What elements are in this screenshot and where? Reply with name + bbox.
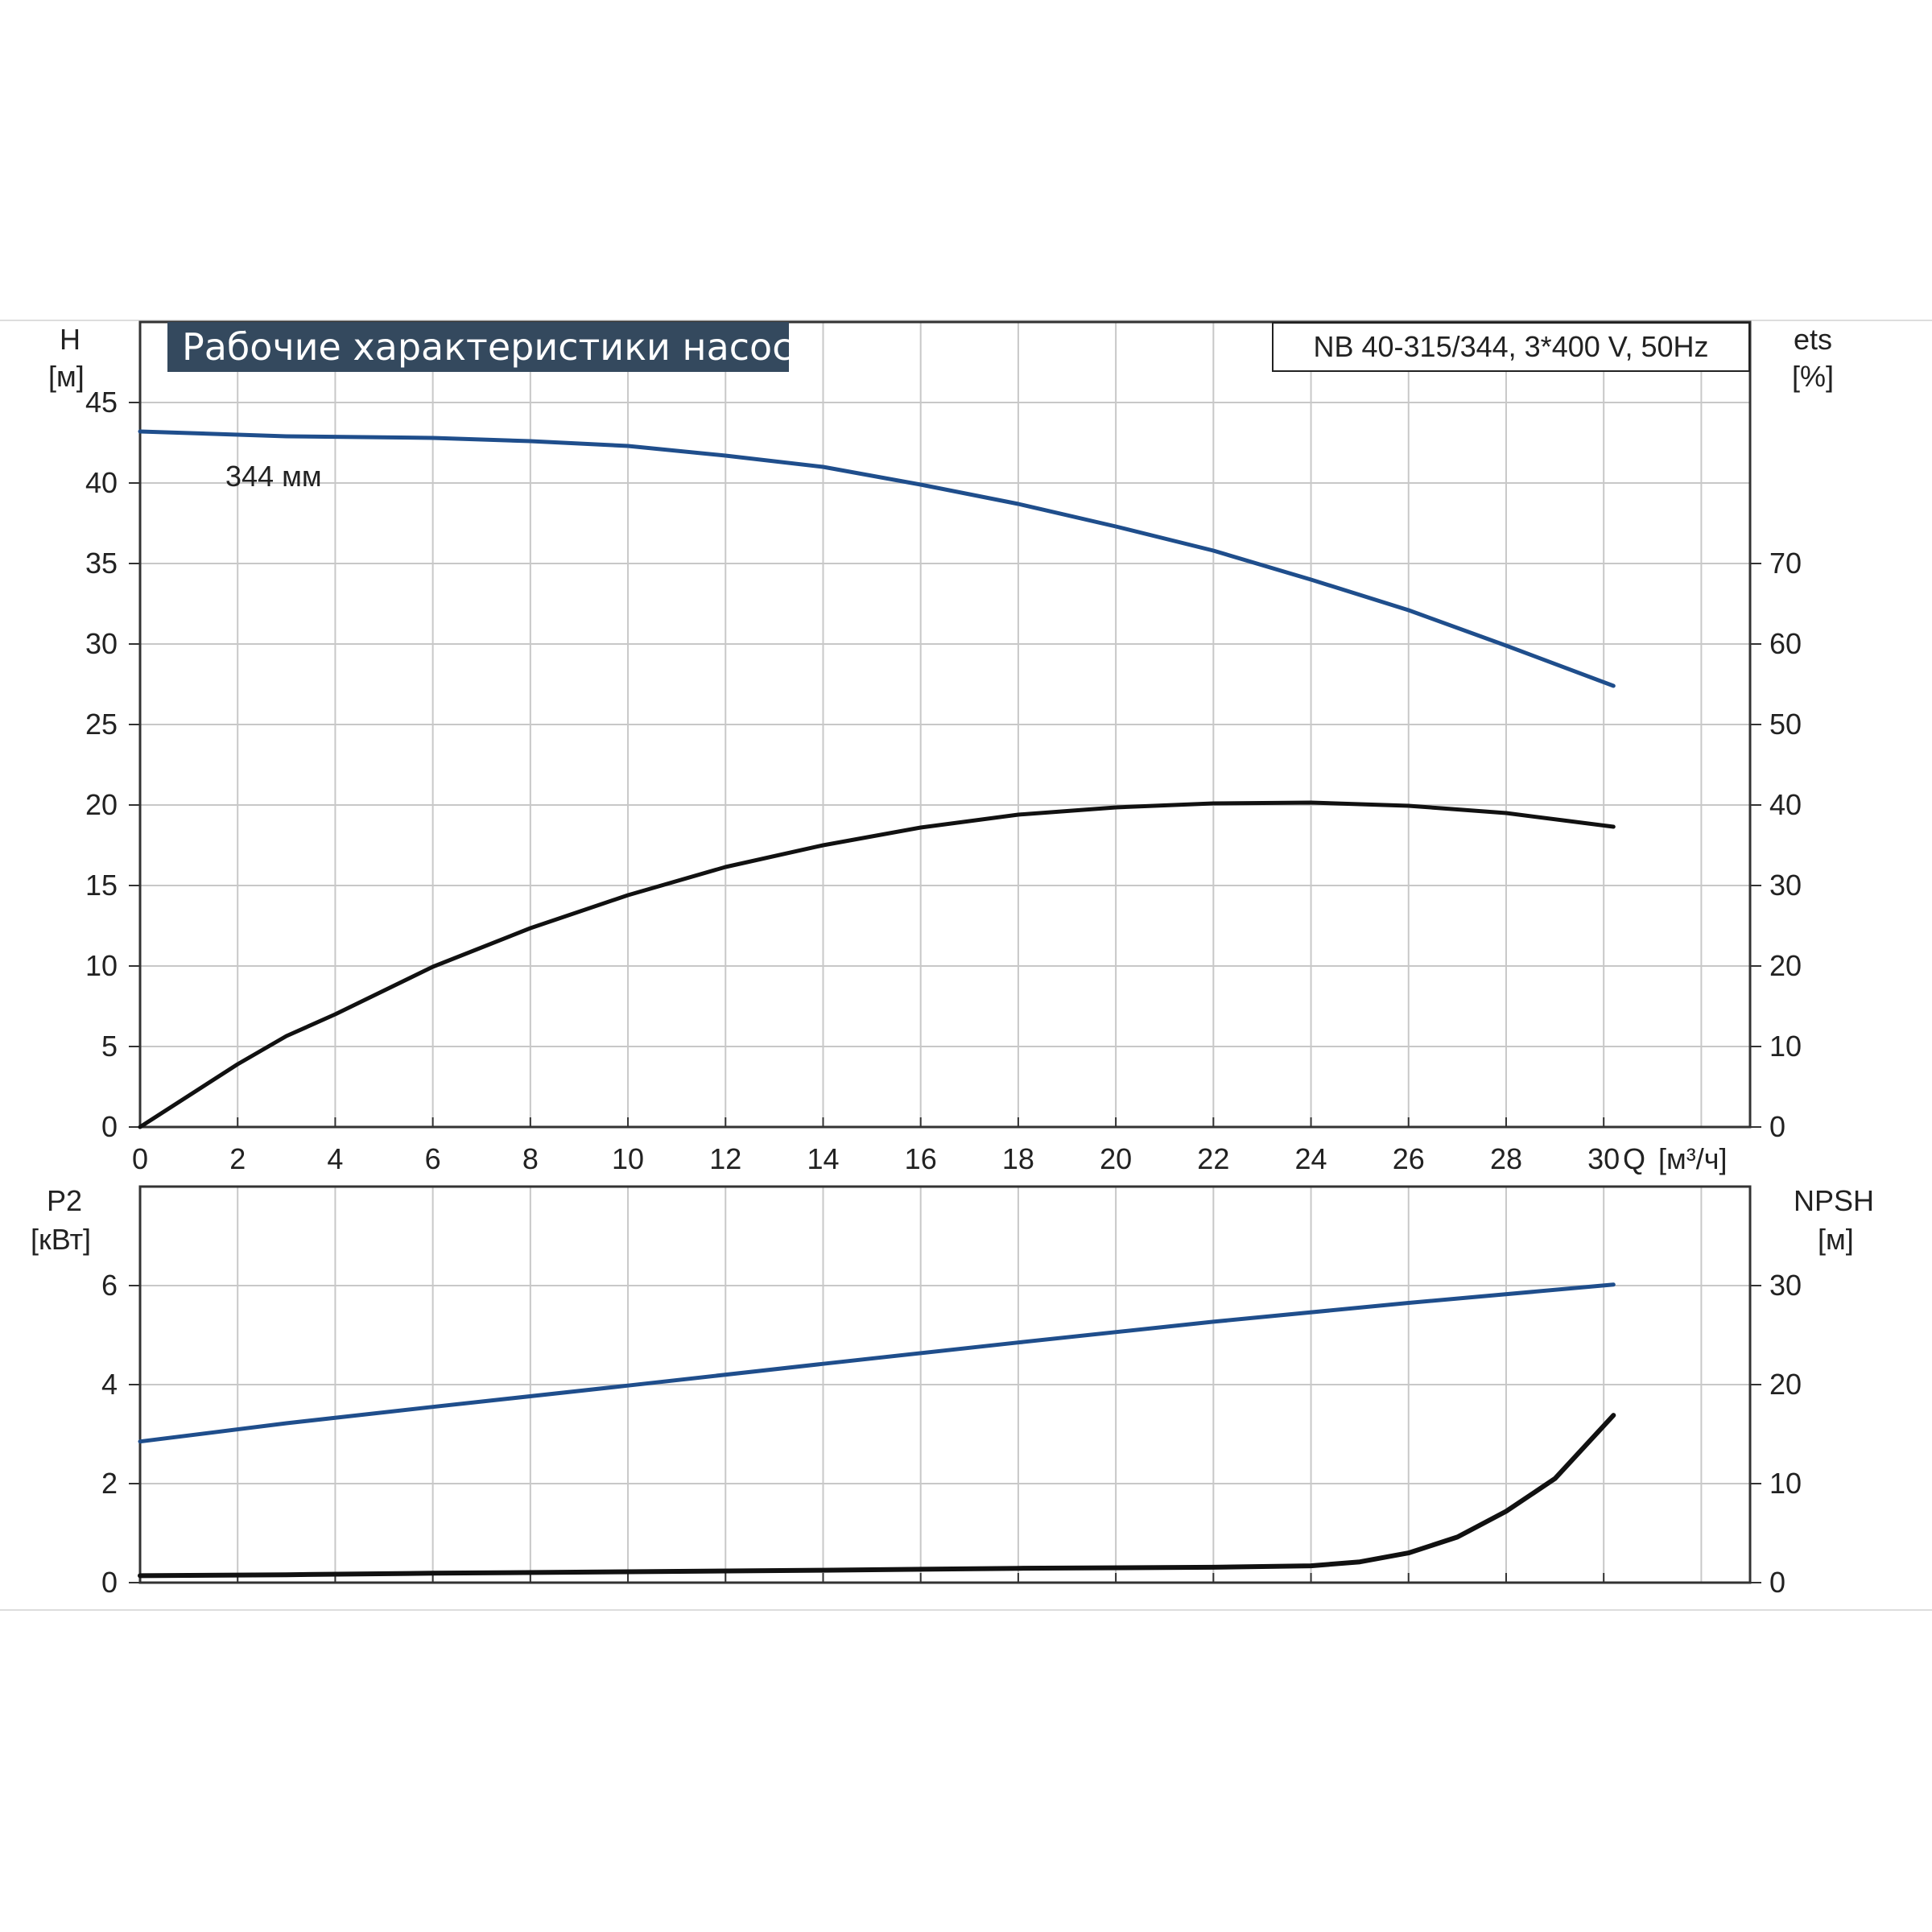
ets-axis-name: ets: [1794, 323, 1833, 356]
y-left-tick-label: 20: [85, 788, 118, 821]
ets-axis-unit: [%]: [1792, 360, 1835, 393]
x-tick-label: 14: [807, 1142, 839, 1175]
model-label: NB 40-315/344, 3*400 V, 50Hz: [1272, 322, 1750, 372]
x-tick-label: 4: [327, 1142, 343, 1175]
h-axis-unit: [м]: [48, 360, 85, 393]
y-left-tick-label: 25: [85, 708, 118, 741]
x-tick-label: 30: [1587, 1142, 1620, 1175]
y-right-tick-label: 50: [1769, 708, 1802, 741]
y-left-tick-label: 45: [85, 386, 118, 419]
y-right-tick-label: 10: [1769, 1030, 1802, 1063]
p2-axis-name: P2: [47, 1184, 83, 1217]
lower-panel: 0 2 4 6 0 10 20 30: [101, 1185, 1802, 1599]
x-tick-label: 6: [425, 1142, 441, 1175]
x-tick-label: 0: [132, 1142, 148, 1175]
upper-right-series-line: [138, 800, 1616, 1129]
y-right-tick-label: 0: [1769, 1566, 1785, 1599]
y-right-tick-label: 0: [1769, 1110, 1785, 1143]
x-tick-label: 28: [1490, 1142, 1522, 1175]
lower-right-series-line: [138, 1413, 1616, 1579]
q-axis-name: Q: [1623, 1142, 1646, 1175]
x-tick-label: 10: [612, 1142, 644, 1175]
impeller-diameter-label: 344 мм: [225, 460, 322, 493]
x-tick-label: 22: [1197, 1142, 1229, 1175]
y-right-tick-label: 40: [1769, 788, 1802, 821]
p2-axis-unit: [кВт]: [31, 1223, 92, 1256]
x-tick-label: 12: [709, 1142, 741, 1175]
y-right-tick-label: 60: [1769, 627, 1802, 660]
x-tick-label: 16: [905, 1142, 937, 1175]
y-right-tick-label: 10: [1769, 1467, 1802, 1500]
y-left-tick-label: 4: [101, 1368, 118, 1401]
y-left-tick-label: 40: [85, 466, 118, 499]
npsh-axis-name: NPSH: [1794, 1184, 1875, 1217]
y-right-tick-label: 30: [1769, 1269, 1802, 1302]
x-tick-label: 20: [1100, 1142, 1132, 1175]
y-right-tick-label: 20: [1769, 949, 1802, 982]
x-tick-label: 26: [1393, 1142, 1425, 1175]
x-tick-label: 8: [522, 1142, 539, 1175]
x-tick-label: 18: [1002, 1142, 1034, 1175]
y-left-tick-label: 0: [101, 1566, 118, 1599]
y-left-tick-label: 30: [85, 627, 118, 660]
y-left-tick-label: 2: [101, 1467, 118, 1500]
lower-left-series-line: [138, 1282, 1616, 1444]
y-left-tick-label: 6: [101, 1269, 118, 1302]
chart-title: Рабочие характеристики насоса: [167, 322, 815, 372]
npsh-axis-unit: [м]: [1818, 1223, 1854, 1256]
q-axis-unit: [м³/ч]: [1658, 1142, 1728, 1175]
upper-left-series-line: [138, 429, 1616, 688]
y-left-tick-label: 10: [85, 949, 118, 982]
y-right-tick-label: 30: [1769, 869, 1802, 902]
y-left-tick-label: 35: [85, 547, 118, 580]
y-left-tick-label: 0: [101, 1110, 118, 1143]
x-tick-label: 2: [229, 1142, 246, 1175]
x-tick-label: 24: [1295, 1142, 1327, 1175]
h-axis-name: H: [60, 323, 80, 356]
y-left-tick-label: 5: [101, 1030, 118, 1063]
y-right-tick-label: 70: [1769, 547, 1802, 580]
y-right-tick-label: 20: [1769, 1368, 1802, 1401]
y-left-tick-label: 15: [85, 869, 118, 902]
